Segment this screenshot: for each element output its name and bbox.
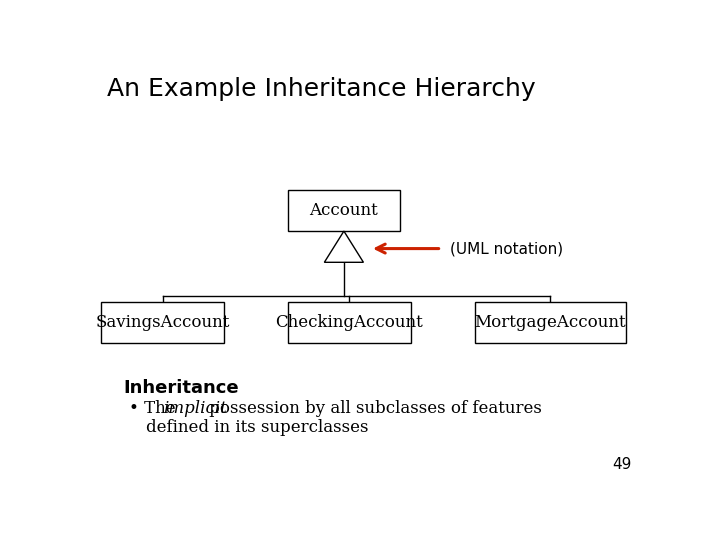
Text: • The: • The xyxy=(129,400,181,416)
Text: SavingsAccount: SavingsAccount xyxy=(95,314,230,331)
Text: (UML notation): (UML notation) xyxy=(450,241,563,256)
Text: possession by all subclasses of features: possession by all subclasses of features xyxy=(204,400,541,416)
Text: An Example Inheritance Hierarchy: An Example Inheritance Hierarchy xyxy=(107,77,536,102)
Bar xyxy=(475,302,626,343)
Bar xyxy=(288,302,411,343)
Text: 49: 49 xyxy=(612,457,631,472)
Text: implicit: implicit xyxy=(163,400,228,416)
Bar xyxy=(101,302,224,343)
Polygon shape xyxy=(324,231,364,262)
Text: MortgageAccount: MortgageAccount xyxy=(474,314,626,331)
Text: defined in its superclasses: defined in its superclasses xyxy=(145,419,369,436)
Text: Account: Account xyxy=(310,202,378,219)
Text: Inheritance: Inheritance xyxy=(124,379,239,397)
Text: CheckingAccount: CheckingAccount xyxy=(276,314,423,331)
Bar xyxy=(288,190,400,231)
